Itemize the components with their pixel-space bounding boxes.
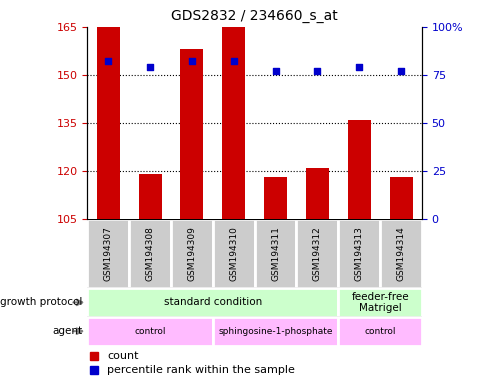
Bar xyxy=(87,288,337,317)
Text: sphingosine-1-phosphate: sphingosine-1-phosphate xyxy=(218,327,332,336)
Bar xyxy=(87,317,212,346)
Text: standard condition: standard condition xyxy=(163,297,261,308)
Text: growth protocol: growth protocol xyxy=(0,297,82,308)
Bar xyxy=(254,219,296,288)
Text: GSM194314: GSM194314 xyxy=(396,226,405,281)
Bar xyxy=(170,219,212,288)
Title: GDS2832 / 234660_s_at: GDS2832 / 234660_s_at xyxy=(171,9,337,23)
Bar xyxy=(337,219,379,288)
Point xyxy=(271,68,279,74)
Bar xyxy=(379,219,421,288)
Text: GSM194312: GSM194312 xyxy=(312,226,321,281)
Point xyxy=(146,64,153,70)
Point xyxy=(188,58,196,65)
Point xyxy=(313,68,320,74)
Text: GSM194313: GSM194313 xyxy=(354,226,363,281)
Bar xyxy=(337,317,421,346)
Bar xyxy=(263,177,287,219)
Text: control: control xyxy=(134,327,166,336)
Bar xyxy=(87,219,129,288)
Text: GSM194310: GSM194310 xyxy=(229,226,238,281)
Bar xyxy=(337,288,421,317)
Bar xyxy=(138,174,161,219)
Text: GSM194309: GSM194309 xyxy=(187,226,196,281)
Bar xyxy=(222,27,245,219)
Bar xyxy=(212,219,254,288)
Text: GSM194307: GSM194307 xyxy=(104,226,112,281)
Bar xyxy=(347,120,370,219)
Bar xyxy=(389,177,412,219)
Point xyxy=(355,64,363,70)
Text: GSM194311: GSM194311 xyxy=(271,226,279,281)
Point xyxy=(229,58,237,65)
Text: control: control xyxy=(363,327,395,336)
Text: count: count xyxy=(107,351,138,361)
Point xyxy=(396,68,404,74)
Text: percentile rank within the sample: percentile rank within the sample xyxy=(107,365,295,375)
Text: GSM194308: GSM194308 xyxy=(145,226,154,281)
Bar xyxy=(129,219,170,288)
Point xyxy=(104,58,112,65)
Bar xyxy=(305,168,328,219)
Bar xyxy=(96,27,120,219)
Bar xyxy=(296,219,337,288)
Bar xyxy=(212,317,337,346)
Text: feeder-free
Matrigel: feeder-free Matrigel xyxy=(350,291,408,313)
Bar xyxy=(180,49,203,219)
Text: agent: agent xyxy=(52,326,82,336)
